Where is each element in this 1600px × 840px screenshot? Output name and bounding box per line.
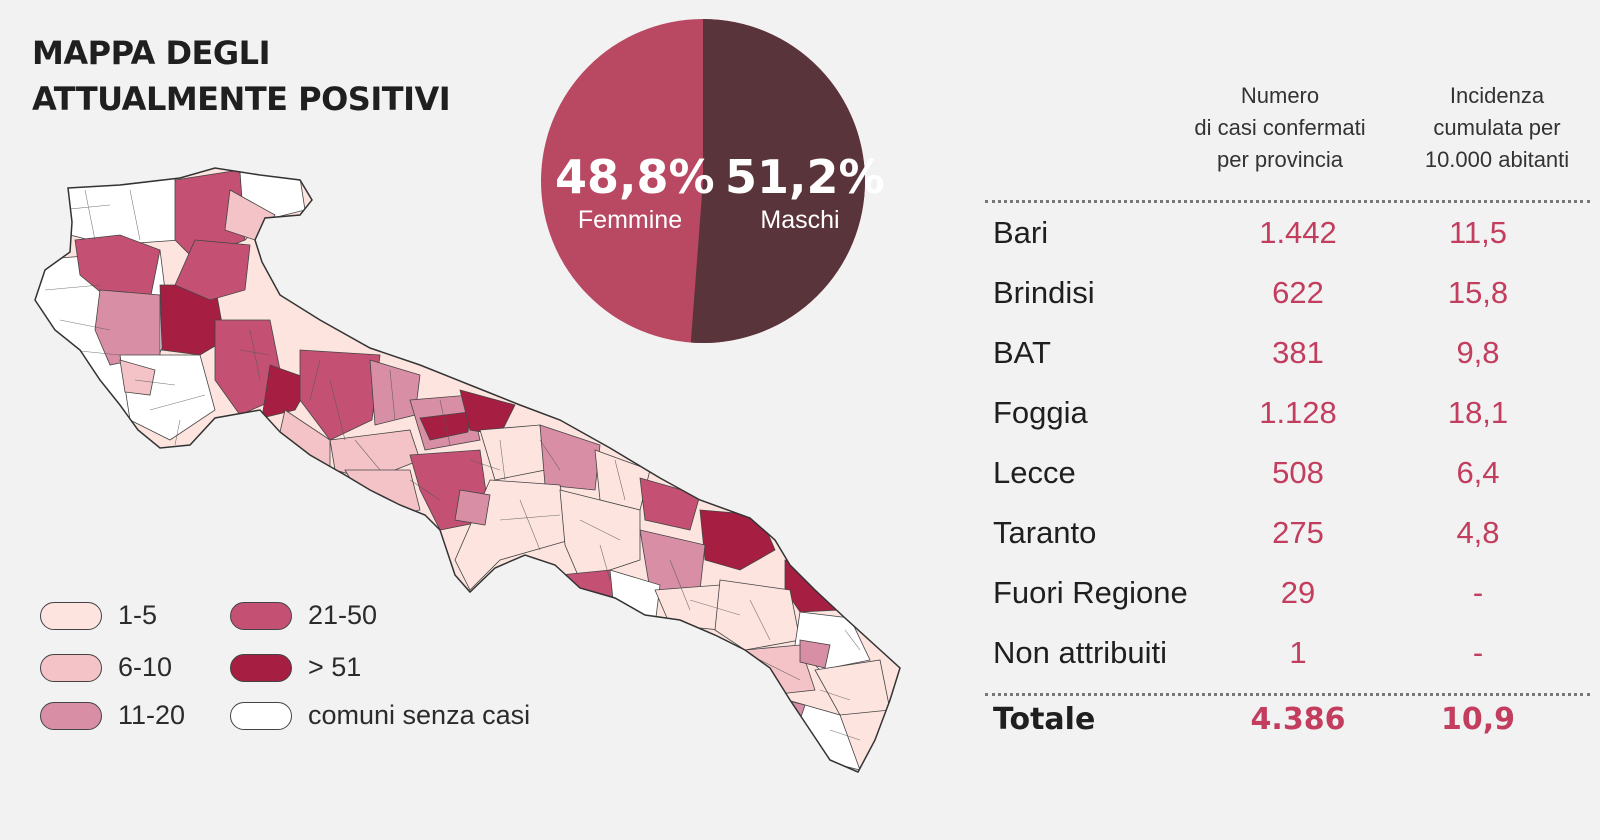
- incidence: 11,5: [1448, 215, 1508, 250]
- legend-label: 11-20: [118, 700, 186, 730]
- legend-item-no-cases: comuni senza casi: [230, 700, 530, 731]
- legend-swatch: [40, 601, 102, 630]
- case-count: 275: [1272, 515, 1324, 550]
- table-row: Bari 1.442 11,5: [993, 215, 1593, 255]
- legend-item-6-10: 6-10: [40, 652, 172, 683]
- total-label: Totale: [993, 702, 1096, 737]
- table-divider-top: [985, 200, 1590, 203]
- pie-label-maschi: 51,2% Maschi: [725, 150, 885, 236]
- incidence: -: [1472, 635, 1484, 670]
- femmine-percent: 48,8%: [555, 150, 715, 204]
- header-line: cumulata per: [1433, 115, 1561, 140]
- legend-swatch: [230, 701, 292, 730]
- pie-slice-maschi: [690, 19, 865, 344]
- province-name: Non attribuiti: [993, 635, 1168, 670]
- incidence: 18,1: [1447, 395, 1509, 430]
- case-count: 622: [1272, 275, 1324, 310]
- case-count: 381: [1272, 335, 1324, 370]
- case-count: 1.128: [1259, 395, 1337, 430]
- header-numero-casi: Numero di casi confermati per provincia: [1170, 80, 1390, 176]
- table-row: BAT 381 9,8: [993, 335, 1593, 375]
- table-row: Lecce 508 6,4: [993, 455, 1593, 495]
- legend-label: > 51: [308, 652, 362, 682]
- header-line: di casi confermati: [1194, 115, 1366, 140]
- legend-swatch: [230, 601, 292, 630]
- total-case-count: 4.386: [1250, 702, 1346, 737]
- legend-item-21-50: 21-50: [230, 600, 377, 631]
- legend-item-over-51: > 51: [230, 652, 361, 683]
- incidence: 6,4: [1456, 455, 1500, 490]
- province-name: Fuori Regione: [993, 575, 1188, 610]
- province-name: BAT: [993, 335, 1051, 370]
- table-row: Taranto 275 4,8: [993, 515, 1593, 555]
- case-count: 29: [1280, 575, 1316, 610]
- legend-item-11-20: 11-20: [40, 700, 185, 731]
- title-line-2: ATTUALMENTE POSITIVI: [32, 80, 451, 118]
- province-name: Brindisi: [993, 275, 1095, 310]
- legend-label: 6-10: [118, 652, 173, 682]
- legend-label: 21-50: [308, 600, 378, 630]
- case-count: 1.442: [1259, 215, 1337, 250]
- incidence: 15,8: [1447, 275, 1509, 310]
- case-count: 508: [1272, 455, 1324, 490]
- title-line-1: MAPPA DEGLI: [32, 34, 270, 72]
- case-count: 1: [1289, 635, 1307, 670]
- legend-label: comuni senza casi: [308, 700, 531, 730]
- header-line: Incidenza: [1449, 83, 1545, 108]
- province-name: Bari: [993, 215, 1049, 250]
- province-name: Foggia: [993, 395, 1088, 430]
- puglia-choropleth-map: [34, 167, 901, 773]
- page-title: MAPPA DEGLI ATTUALMENTE POSITIVI: [32, 30, 451, 122]
- legend-swatch: [40, 653, 102, 682]
- province-name: Lecce: [993, 455, 1076, 490]
- header-line: Numero: [1240, 83, 1320, 108]
- legend-item-1-5: 1-5: [40, 600, 157, 631]
- table-row: Fuori Regione 29 -: [993, 575, 1593, 615]
- header-incidenza: Incidenza cumulata per 10.000 abitanti: [1392, 80, 1600, 176]
- table-total-row: Totale 4.386 10,9: [993, 702, 1593, 742]
- table-row: Brindisi 622 15,8: [993, 275, 1593, 315]
- province-name: Taranto: [993, 515, 1097, 550]
- incidence: 9,8: [1456, 335, 1500, 370]
- legend-label: 1-5: [118, 600, 158, 630]
- pie-label-femmine: 48,8% Femmine: [555, 150, 715, 236]
- table-divider-bottom: [985, 693, 1590, 696]
- femmine-label: Femmine: [577, 206, 683, 234]
- total-incidence: 10,9: [1440, 702, 1516, 737]
- table-row: Non attribuiti 1 -: [993, 635, 1593, 675]
- legend-swatch: [230, 653, 292, 682]
- legend-swatch: [40, 701, 102, 730]
- incidence: -: [1472, 575, 1484, 610]
- header-line: per provincia: [1217, 147, 1343, 172]
- header-line: 10.000 abitanti: [1424, 147, 1570, 172]
- incidence: 4,8: [1456, 515, 1500, 550]
- maschi-label: Maschi: [760, 206, 840, 234]
- gender-pie-chart: [541, 19, 865, 344]
- table-row: Foggia 1.128 18,1: [993, 395, 1593, 435]
- maschi-percent: 51,2%: [725, 150, 885, 204]
